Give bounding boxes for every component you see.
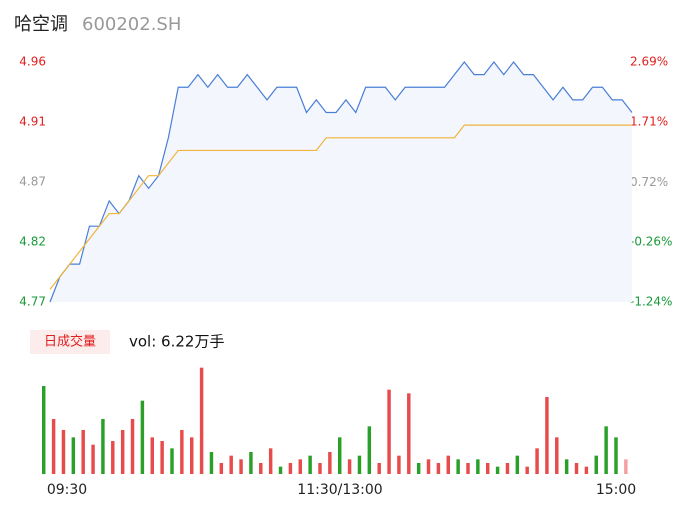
volume-bar: [574, 463, 579, 474]
volume-bar: [624, 459, 628, 474]
volume-bar: [594, 455, 598, 474]
stock-code: 600202.SH: [82, 14, 181, 35]
volume-bar: [268, 448, 273, 474]
y-tick-label: 4.91: [19, 115, 46, 129]
volume-bar: [367, 426, 372, 474]
y-tick-label: 4.82: [19, 235, 46, 249]
volume-bar: [515, 455, 520, 474]
price-area: [50, 62, 632, 302]
price-line: [49, 61, 633, 303]
volume-bar: [239, 459, 243, 474]
volume-bar: [199, 367, 204, 474]
y2-tick-label: -1.24%: [630, 295, 672, 309]
volume-bar: [81, 430, 85, 474]
volume-bar: [71, 437, 76, 474]
y2-tick-label: 1.71%: [630, 114, 668, 128]
volume-bar: [564, 459, 569, 474]
volume-bar: [101, 419, 105, 474]
volume-bar: [486, 463, 490, 474]
volume-bar: [229, 455, 233, 474]
volume-total: vol: 6.22万手: [129, 333, 224, 351]
y2-tick-label: 0.72%: [630, 175, 668, 189]
volume-bar: [209, 452, 214, 474]
volume-bar: [308, 455, 312, 474]
volume-bar: [42, 386, 46, 474]
volume-bar: [61, 430, 66, 474]
y-tick-label: 4.87: [19, 175, 46, 189]
x-tick-label: 15:00: [596, 482, 636, 498]
volume-bar: [495, 466, 500, 474]
volume-bar: [525, 466, 529, 474]
legend-box: [30, 330, 110, 354]
volume-bar: [614, 437, 618, 474]
volume-bar: [190, 437, 194, 474]
volume-bar: [51, 419, 56, 474]
volume-bar: [555, 437, 559, 474]
y-tick-label: 4.77: [19, 295, 46, 309]
volume-bar: [436, 463, 441, 474]
volume-bar: [416, 463, 421, 474]
volume-bar: [476, 459, 480, 474]
volume-bar: [249, 452, 253, 474]
volume-bar: [505, 463, 510, 474]
x-tick-label: 09:30: [47, 482, 87, 498]
volume-bar: [160, 441, 164, 474]
volume-bar: [170, 448, 174, 474]
volume-bar: [377, 463, 381, 474]
y-tick-label: 4.96: [19, 55, 46, 69]
volume-bar: [387, 389, 391, 474]
average-line: [49, 124, 632, 290]
volume-legend: 日成交量: [44, 334, 96, 350]
volume-bar: [259, 463, 263, 474]
volume-bar: [278, 466, 283, 474]
volume-bar: [584, 466, 589, 474]
volume-bar: [446, 455, 450, 474]
volume-bar: [288, 463, 293, 474]
volume-bar: [535, 448, 539, 474]
volume-bar: [456, 459, 460, 474]
volume-bar: [545, 397, 549, 474]
y2-tick-label: 2.69%: [630, 55, 668, 69]
volume-bar: [347, 459, 352, 474]
volume-bar: [130, 419, 135, 474]
y2-tick-label: -0.26%: [630, 235, 672, 249]
volume-bar: [298, 459, 302, 474]
volume-bar: [338, 437, 342, 474]
volume-bar: [466, 463, 470, 474]
volume-bar: [91, 444, 95, 474]
volume-bar: [407, 393, 411, 474]
volume-bar: [120, 430, 125, 474]
volume-bar: [140, 400, 145, 474]
volume-bar: [150, 437, 154, 474]
volume-bar: [604, 426, 608, 474]
stock-name: 哈空调: [14, 14, 68, 35]
x-tick-label: 11:30/13:00: [297, 482, 382, 498]
volume-bar: [180, 430, 184, 474]
volume-bar: [219, 463, 224, 474]
volume-bar: [397, 455, 401, 474]
volume-bar: [328, 452, 332, 474]
volume-bar: [357, 455, 362, 474]
volume-bar: [426, 459, 431, 474]
volume-bar: [111, 441, 115, 474]
volume-bar: [318, 463, 322, 474]
